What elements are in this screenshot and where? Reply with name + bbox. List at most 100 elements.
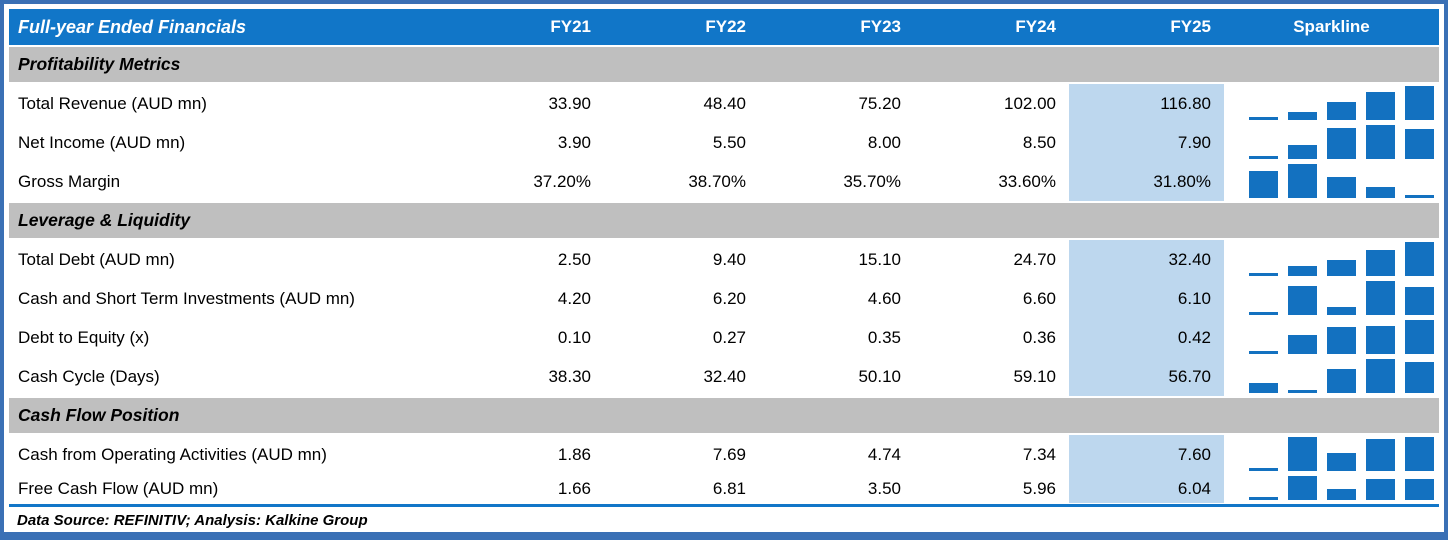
sparkline-bar (1366, 281, 1395, 315)
column-header-fy21: FY21 (550, 17, 591, 36)
sparkline-bar (1288, 335, 1317, 354)
metric-value: 6.20 (712, 288, 746, 308)
column-header-fy24: FY24 (1015, 17, 1056, 36)
sparkline-bar (1288, 476, 1317, 500)
financials-table: Full-year Ended Financials FY21 FY22 FY2… (9, 9, 1439, 533)
metric-row: Cash Cycle (Days) 38.30 32.40 50.10 59.10 56.… (9, 357, 1439, 396)
sparkline-bar (1327, 102, 1356, 120)
fy25-value: 7.60 (1069, 435, 1224, 474)
metric-value: 15.10 (858, 249, 901, 269)
metric-row: Cash from Operating Activities (AUD mn) 1… (9, 435, 1439, 474)
metric-value: 9.40 (712, 249, 746, 269)
sparkline-bar (1327, 128, 1356, 159)
metric-value: 8.00 (867, 132, 901, 152)
fy25-value: 32.40 (1069, 240, 1224, 279)
table-header-row: Full-year Ended Financials FY21 FY22 FY2… (9, 9, 1439, 45)
metric-row: Total Debt (AUD mn) 2.50 9.40 15.10 24.70 32.… (9, 240, 1439, 279)
metric-row: Gross Margin 37.20% 38.70% 35.70% 33.60% 31.8… (9, 162, 1439, 201)
metric-label: Debt to Equity (x) (18, 327, 150, 347)
sparkline-bar (1327, 453, 1356, 471)
metric-value: 5.50 (712, 132, 746, 152)
fy25-value: 56.70 (1069, 357, 1224, 396)
sparkline-bar (1366, 479, 1395, 500)
sparkline-bar (1405, 195, 1434, 198)
sparkline-bar (1288, 390, 1317, 393)
sparkline-bar (1249, 273, 1278, 276)
section-header: Leverage & Liquidity (9, 203, 1439, 238)
metric-value: 37.20% (533, 171, 591, 191)
sparkline (1224, 474, 1439, 503)
sparkline-bar (1366, 250, 1395, 276)
column-header-fy22: FY22 (705, 17, 746, 36)
sparkline-bar (1405, 479, 1434, 500)
metric-value: 1.86 (557, 444, 591, 464)
metric-value: 38.30 (548, 366, 591, 386)
sparkline-bar (1327, 260, 1356, 276)
metric-value: 3.50 (867, 478, 901, 498)
section-header: Profitability Metrics (9, 47, 1439, 82)
sparkline-bar (1249, 497, 1278, 500)
metric-value: 32.40 (703, 366, 746, 386)
sparkline-bar (1405, 242, 1434, 276)
sparkline (1224, 84, 1439, 123)
sparkline-bar (1288, 286, 1317, 315)
sparkline-bar (1366, 92, 1395, 120)
metric-value: 1.66 (557, 478, 591, 498)
sparkline-bar (1405, 287, 1434, 315)
metric-value: 4.74 (867, 444, 901, 464)
sparkline (1224, 123, 1439, 162)
sparkline-bar (1249, 468, 1278, 471)
metric-label: Cash from Operating Activities (AUD mn) (18, 444, 327, 464)
metric-label: Total Revenue (AUD mn) (18, 93, 207, 113)
metric-value: 2.50 (557, 249, 591, 269)
section-header: Cash Flow Position (9, 398, 1439, 433)
sparkline (1224, 435, 1439, 474)
sparkline-bar (1288, 112, 1317, 120)
metric-label: Net Income (AUD mn) (18, 132, 186, 152)
fy25-value: 116.80 (1069, 84, 1224, 123)
data-source-note: Data Source: REFINITIV; Analysis: Kalkin… (17, 511, 368, 529)
metric-value: 24.70 (1013, 249, 1056, 269)
metric-value: 50.10 (858, 366, 901, 386)
metric-value: 33.60% (998, 171, 1056, 191)
table-title: Full-year Ended Financials (18, 16, 247, 37)
metric-value: 7.69 (712, 444, 746, 464)
sparkline-bar (1288, 164, 1317, 198)
metric-value: 0.35 (867, 327, 901, 347)
metric-value: 8.50 (1022, 132, 1056, 152)
metric-value: 7.34 (1022, 444, 1056, 464)
metric-value: 75.20 (858, 93, 901, 113)
metric-label: Free Cash Flow (AUD mn) (18, 478, 219, 498)
metric-row: Cash and Short Term Investments (AUD mn)… (9, 279, 1439, 318)
metric-value: 0.10 (557, 327, 591, 347)
sparkline-bar (1249, 383, 1278, 393)
metric-label: Cash and Short Term Investments (AUD mn) (18, 288, 355, 308)
fy25-value: 7.90 (1069, 123, 1224, 162)
metric-row: Total Revenue (AUD mn) 33.90 48.40 75.20 102… (9, 84, 1439, 123)
sparkline-bar (1249, 351, 1278, 354)
footer-divider (9, 504, 1439, 507)
metric-value: 0.36 (1022, 327, 1056, 347)
fy25-value: 6.04 (1069, 474, 1224, 503)
metric-value: 6.81 (712, 478, 746, 498)
metric-value: 59.10 (1013, 366, 1056, 386)
metric-value: 38.70% (688, 171, 746, 191)
sparkline-bar (1366, 125, 1395, 159)
sparkline-bar (1288, 437, 1317, 471)
sparkline (1224, 162, 1439, 201)
metric-value: 35.70% (843, 171, 901, 191)
metric-value: 4.20 (557, 288, 591, 308)
sparkline (1224, 279, 1439, 318)
column-header-fy25: FY25 (1170, 17, 1211, 36)
sparkline (1224, 240, 1439, 279)
fy25-value: 0.42 (1069, 318, 1224, 357)
sparkline-bar (1327, 327, 1356, 354)
metric-value: 3.90 (557, 132, 591, 152)
metric-row: Free Cash Flow (AUD mn) 1.66 6.81 3.50 5.96 6… (9, 474, 1439, 503)
sparkline-bar (1366, 439, 1395, 471)
metric-row: Debt to Equity (x) 0.10 0.27 0.35 0.36 0.42 (9, 318, 1439, 357)
sparkline-bar (1288, 266, 1317, 276)
footer: Data Source: REFINITIV; Analysis: Kalkin… (9, 507, 1439, 533)
metric-value: 33.90 (548, 93, 591, 113)
